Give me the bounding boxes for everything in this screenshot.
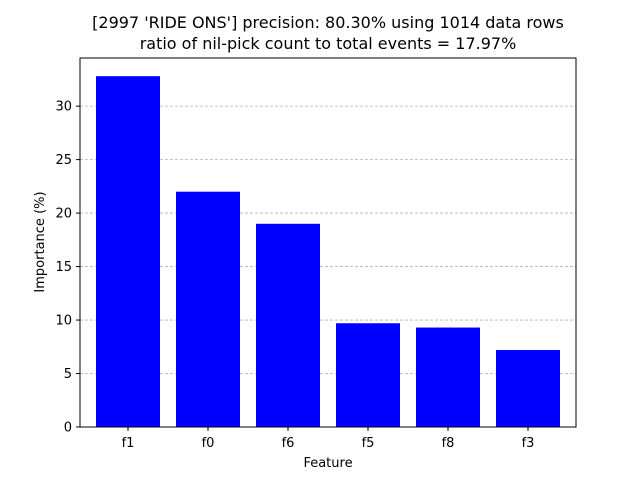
x-tick-label: f0 xyxy=(202,436,215,451)
bar-f6 xyxy=(256,223,320,427)
y-tick-label: 20 xyxy=(55,207,72,222)
x-tick-label: f6 xyxy=(282,436,295,451)
y-axis-label: Importance (%) xyxy=(33,191,48,292)
x-tick-label: f8 xyxy=(442,436,455,451)
bar-f0 xyxy=(176,191,240,427)
y-tick-label: 25 xyxy=(55,153,72,168)
bar-f1 xyxy=(96,76,160,427)
x-tick-label: f3 xyxy=(522,436,535,451)
x-axis-label: Feature xyxy=(303,456,352,471)
y-tick-label: 5 xyxy=(64,367,72,382)
bar-f8 xyxy=(416,327,480,427)
chart-title-line-2: ratio of nil-pick count to total events … xyxy=(140,34,517,53)
y-tick-label: 0 xyxy=(64,421,72,436)
y-tick-label: 15 xyxy=(55,260,72,275)
chart-title-line-1: [2997 'RIDE ONS'] precision: 80.30% usin… xyxy=(92,13,564,32)
y-tick-label: 30 xyxy=(55,100,72,115)
bars xyxy=(96,76,560,427)
y-axis-ticks: 0 5 10 15 20 25 30 xyxy=(55,100,80,436)
x-axis-ticks: f1 f0 f6 f5 f8 f3 xyxy=(122,427,535,451)
x-tick-label: f1 xyxy=(122,436,135,451)
x-tick-label: f5 xyxy=(362,436,375,451)
plot-frame xyxy=(79,57,577,428)
bar-f3 xyxy=(496,349,560,427)
y-tick-label: 10 xyxy=(55,314,72,329)
bar-f5 xyxy=(336,323,400,427)
y-gridlines xyxy=(80,105,576,374)
